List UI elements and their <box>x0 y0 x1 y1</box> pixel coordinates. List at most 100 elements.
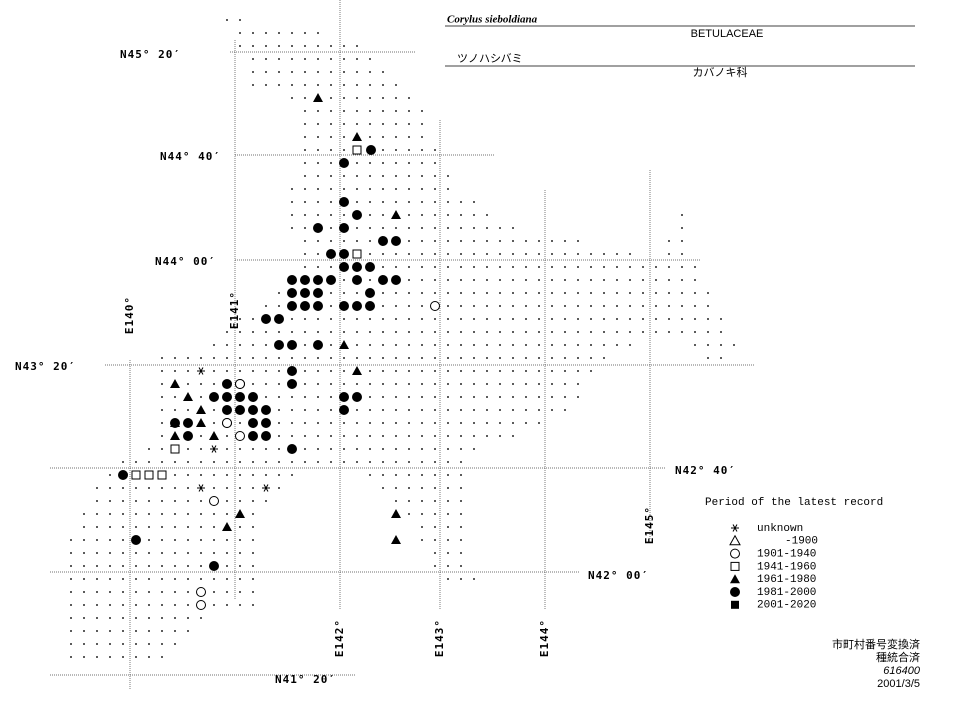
record-1981-2000 <box>222 379 232 389</box>
grid-dot <box>603 344 605 346</box>
grid-dot <box>382 487 384 489</box>
grid-dot <box>395 409 397 411</box>
record-1941-1960 <box>170 444 180 454</box>
record-1981-2000 <box>339 197 349 207</box>
grid-dot <box>616 292 618 294</box>
grid-dot <box>473 266 475 268</box>
grid-dot <box>213 552 215 554</box>
grid-dot <box>395 448 397 450</box>
grid-dot <box>369 435 371 437</box>
grid-dot <box>603 279 605 281</box>
grid-dot <box>330 435 332 437</box>
grid-dot <box>213 513 215 515</box>
grid-dot <box>499 279 501 281</box>
grid-dot <box>356 435 358 437</box>
grid-dot <box>187 539 189 541</box>
grid-dot <box>330 318 332 320</box>
grid-dot <box>83 630 85 632</box>
grid-dot <box>447 357 449 359</box>
grid-dot <box>551 253 553 255</box>
grid-dot <box>525 266 527 268</box>
grid-dot <box>486 214 488 216</box>
grid-dot <box>265 45 267 47</box>
record-1981-2000 <box>339 301 349 311</box>
grid-dot <box>486 266 488 268</box>
grid-dot <box>447 461 449 463</box>
grid-dot <box>382 97 384 99</box>
grid-dot <box>96 500 98 502</box>
grid-dot <box>668 331 670 333</box>
grid-dot <box>122 487 124 489</box>
grid-dot <box>239 19 241 21</box>
grid-dot <box>148 656 150 658</box>
grid-dot <box>70 643 72 645</box>
grid-dot <box>161 435 163 437</box>
grid-dot <box>135 604 137 606</box>
grid-dot <box>239 565 241 567</box>
grid-dot <box>239 578 241 580</box>
grid-dot <box>382 227 384 229</box>
grid-dot <box>96 487 98 489</box>
grid-dot <box>70 565 72 567</box>
grid-dot <box>343 357 345 359</box>
grid-dot <box>512 240 514 242</box>
grid-dot <box>148 617 150 619</box>
grid-dot <box>356 357 358 359</box>
grid-dot <box>70 630 72 632</box>
grid-dot <box>525 409 527 411</box>
grid-dot <box>343 110 345 112</box>
grid-dot <box>447 227 449 229</box>
grid-dot <box>161 357 163 359</box>
grid-dot <box>408 487 410 489</box>
grid-dot <box>304 110 306 112</box>
grid-dot <box>174 643 176 645</box>
grid-dot <box>473 448 475 450</box>
grid-dot <box>408 136 410 138</box>
grid-dot <box>512 331 514 333</box>
grid-dot <box>512 292 514 294</box>
grid-dot <box>447 253 449 255</box>
grid-dot <box>304 383 306 385</box>
grid-dot <box>564 344 566 346</box>
grid-dot <box>447 318 449 320</box>
grid-dot <box>447 396 449 398</box>
grid-dot <box>681 266 683 268</box>
grid-dot <box>278 461 280 463</box>
grid-dot <box>460 422 462 424</box>
grid-dot <box>343 214 345 216</box>
grid-dot <box>135 552 137 554</box>
grid-dot <box>395 422 397 424</box>
grid-dot <box>343 123 345 125</box>
grid-dot <box>668 266 670 268</box>
grid-dot <box>265 305 267 307</box>
grid-dot <box>252 370 254 372</box>
grid-dot <box>538 409 540 411</box>
grid-dot <box>122 604 124 606</box>
grid-dot <box>278 370 280 372</box>
record-unknown <box>262 484 270 492</box>
grid-dot <box>161 500 163 502</box>
grid-dot <box>304 396 306 398</box>
grid-dot <box>252 344 254 346</box>
grid-dot <box>122 630 124 632</box>
grid-dot <box>460 266 462 268</box>
grid-dot <box>447 201 449 203</box>
grid-dot <box>330 123 332 125</box>
record-1961-1980 <box>339 340 349 349</box>
grid-dot <box>369 110 371 112</box>
grid-dot <box>330 292 332 294</box>
grid-dot <box>187 448 189 450</box>
grid-dot <box>291 84 293 86</box>
grid-dot <box>317 435 319 437</box>
grid-dot <box>434 162 436 164</box>
grid-dot <box>330 409 332 411</box>
grid-dot <box>486 279 488 281</box>
grid-dot <box>265 370 267 372</box>
grid-dot <box>369 175 371 177</box>
grid-dot <box>668 240 670 242</box>
grid-dot <box>395 331 397 333</box>
grid-dot <box>447 474 449 476</box>
grid-dot <box>395 149 397 151</box>
grid-dot <box>265 396 267 398</box>
grid-dot <box>590 370 592 372</box>
